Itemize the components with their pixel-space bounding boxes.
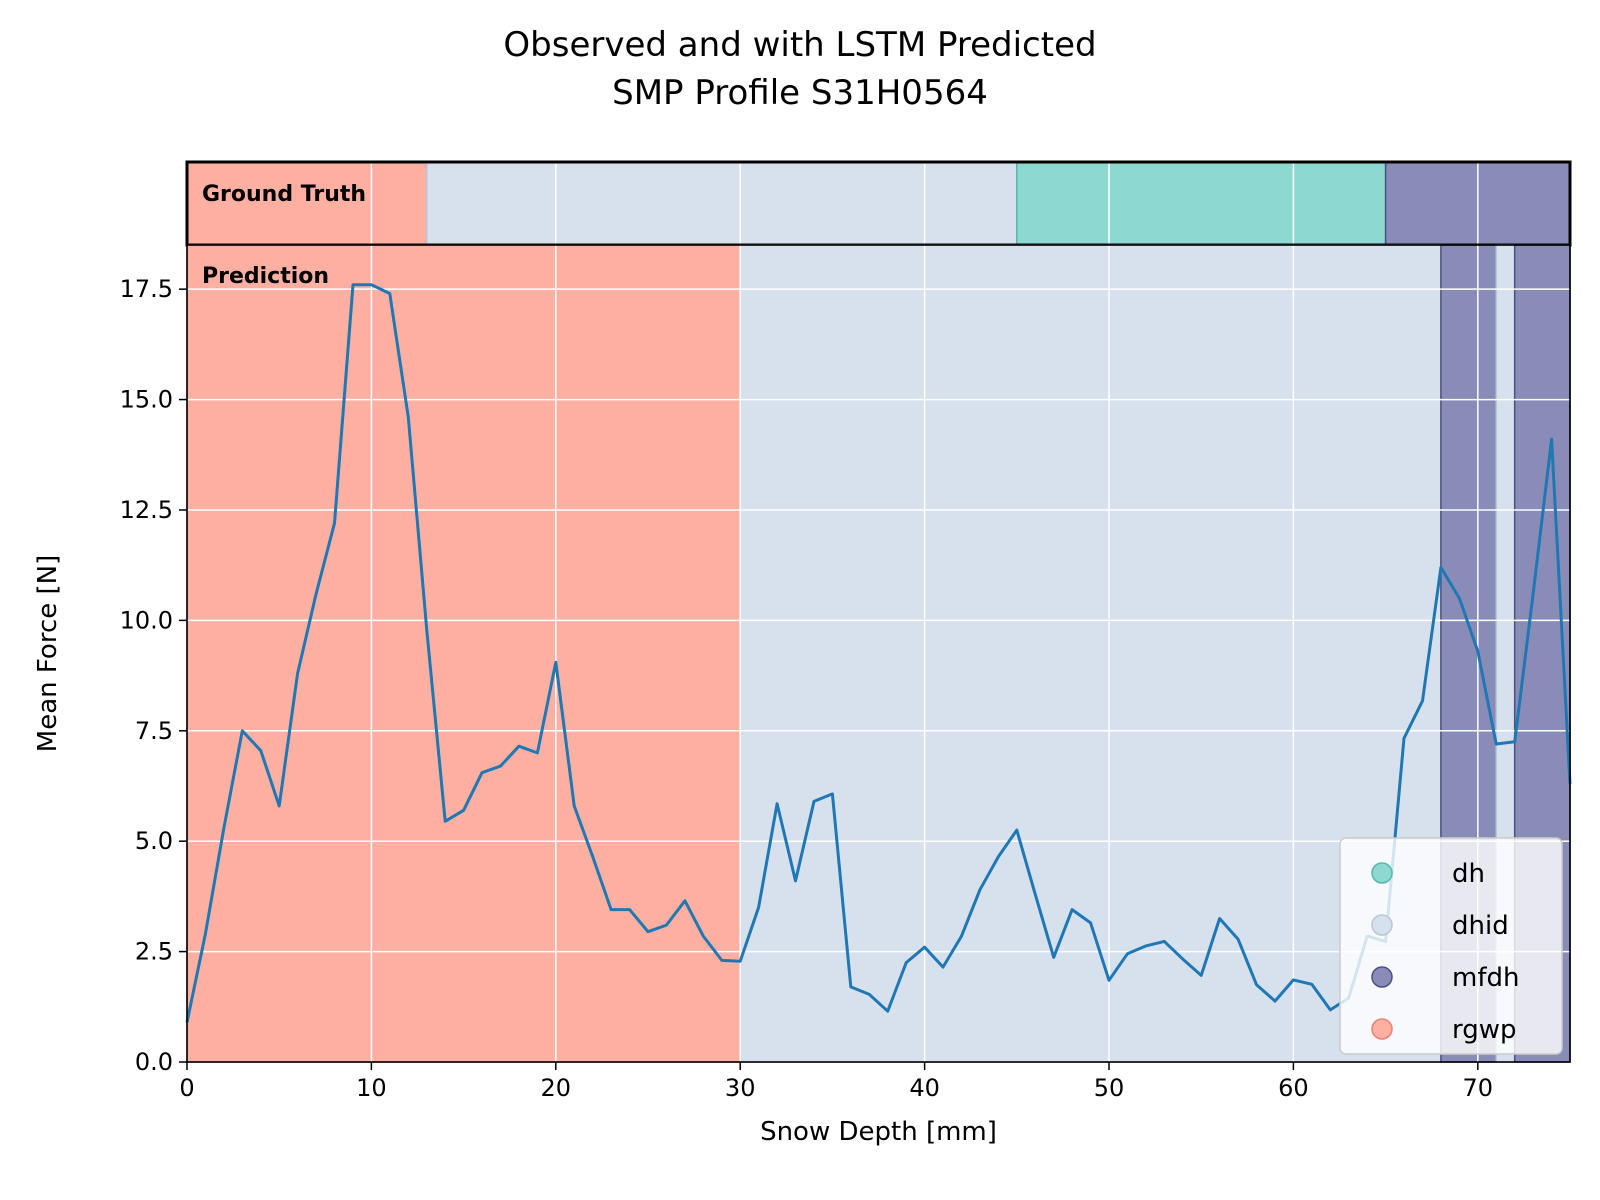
prediction-label: Prediction — [202, 264, 329, 289]
x-tick-label: 0 — [179, 1074, 194, 1102]
legend-marker-dhid — [1371, 914, 1393, 936]
x-tick-label: 40 — [909, 1074, 940, 1102]
y-axis: 0.0 2.5 5.0 7.5 10.0 12.5 15.0 17.5 — [120, 275, 187, 1076]
x-axis: 0 10 20 30 40 50 60 70 — [179, 1062, 1493, 1102]
x-axis-label: Snow Depth [mm] — [760, 1117, 997, 1147]
legend-marker-dh — [1371, 862, 1393, 884]
chart-subtitle: SMP Profile S31H0564 — [612, 73, 988, 113]
y-tick-label: 0.0 — [135, 1048, 173, 1076]
y-tick-label: 10.0 — [120, 606, 173, 634]
legend-label-rgwp: rgwp — [1452, 1015, 1517, 1045]
ground-truth-segment-rgwp — [186, 161, 428, 246]
y-tick-label: 12.5 — [120, 496, 173, 524]
x-tick-label: 20 — [541, 1074, 572, 1102]
legend-label-dhid: dhid — [1452, 911, 1509, 941]
legend: dh dhid mfdh rgwp — [1339, 837, 1563, 1055]
main-gridlines — [187, 245, 1570, 1062]
ground-truth-segment-dhid — [425, 161, 1018, 246]
x-tick-label: 70 — [1463, 1074, 1494, 1102]
legend-box — [1339, 837, 1563, 1055]
plot-frame — [186, 244, 1571, 1063]
legend-label-dh: dh — [1452, 859, 1485, 889]
y-axis-label: Mean Force [N] — [33, 555, 63, 752]
legend-marker-rgwp — [1371, 1018, 1393, 1040]
ground-truth-segment-dh — [1016, 161, 1387, 246]
x-tick-label: 10 — [356, 1074, 387, 1102]
y-tick-label: 15.0 — [120, 386, 173, 414]
y-tick-label: 17.5 — [120, 275, 173, 303]
prediction-segment-rgwp — [186, 244, 741, 1063]
legend-marker-mfdh — [1371, 966, 1393, 988]
y-tick-label: 5.0 — [135, 827, 173, 855]
legend-label-mfdh: mfdh — [1452, 963, 1519, 993]
chart-title: Observed and with LSTM Predicted — [503, 25, 1096, 65]
x-tick-label: 60 — [1278, 1074, 1309, 1102]
x-tick-label: 50 — [1094, 1074, 1125, 1102]
ground-truth-gridlines — [370, 162, 1479, 245]
x-tick-label: 30 — [725, 1074, 756, 1102]
y-tick-label: 7.5 — [135, 717, 173, 745]
ground-truth-band — [186, 161, 1571, 246]
y-tick-label: 2.5 — [135, 938, 173, 966]
ground-truth-label: Ground Truth — [202, 182, 366, 207]
